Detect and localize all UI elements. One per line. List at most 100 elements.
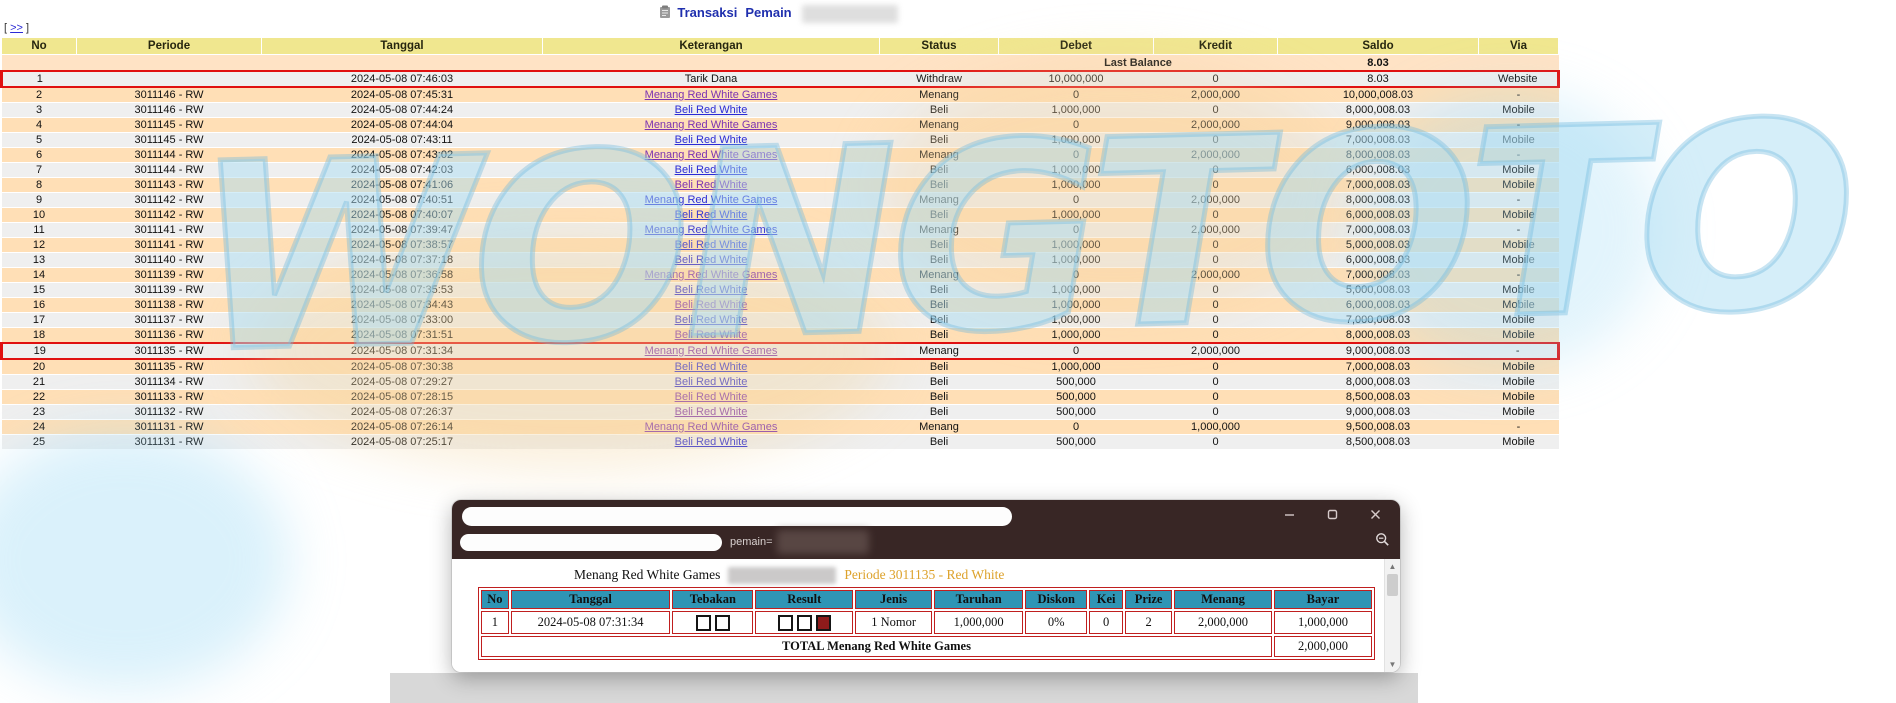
keterangan-link[interactable]: Menang Red White Games: [645, 224, 778, 236]
keterangan-link[interactable]: Beli Red White: [675, 376, 748, 388]
keterangan-link[interactable]: Beli Red White: [675, 299, 748, 311]
nav-link-pemain[interactable]: Pemain: [745, 5, 791, 20]
cell-via: -: [1479, 268, 1559, 283]
keterangan-link[interactable]: Beli Red White: [675, 361, 748, 373]
popup-scrollbar[interactable]: ▲ ▼: [1384, 559, 1400, 672]
cell-debet: 1,000,000: [999, 208, 1154, 223]
keterangan-link[interactable]: Beli Red White: [675, 239, 748, 251]
table-header-row: NoPeriodeTanggalKeteranganStatusDebetKre…: [2, 38, 1559, 55]
keterangan-link[interactable]: Beli Red White: [675, 179, 748, 191]
cell-via: -: [1479, 193, 1559, 208]
cell-keterangan: Beli Red White: [543, 133, 880, 148]
keterangan-link[interactable]: Menang Red White Games: [645, 194, 778, 206]
table-row: 53011145 - RW2024-05-08 07:43:11Beli Red…: [2, 133, 1559, 148]
cell-keterangan: Menang Red White Games: [543, 223, 880, 238]
redacted-browser-tab[interactable]: [462, 507, 1012, 526]
table-row: 163011138 - RW2024-05-08 07:34:43Beli Re…: [2, 298, 1559, 313]
cell-status: Beli: [880, 375, 999, 390]
popup-detail-title: Menang Red White GamesPeriode 3011135 - …: [452, 559, 1400, 584]
keterangan-link[interactable]: Beli Red White: [675, 164, 748, 176]
keterangan-link[interactable]: Beli Red White: [675, 284, 748, 296]
cell-tanggal: 2024-05-08 07:39:47: [262, 223, 543, 238]
cell-keterangan: Menang Red White Games: [543, 87, 880, 103]
cell-keterangan: Menang Red White Games: [543, 148, 880, 163]
cell-status: Beli: [880, 359, 999, 375]
cell-keterangan: Beli Red White: [543, 359, 880, 375]
keterangan-link[interactable]: Menang Red White Games: [645, 119, 778, 131]
cell-kredit: 0: [1154, 133, 1278, 148]
keterangan-link[interactable]: Menang Red White Games: [645, 269, 778, 281]
maximize-button[interactable]: [1326, 508, 1339, 521]
column-header-keterangan: Keterangan: [543, 38, 880, 55]
table-row: 233011132 - RW2024-05-08 07:26:37Beli Re…: [2, 405, 1559, 420]
keterangan-link[interactable]: Beli Red White: [675, 391, 748, 403]
redacted-url-bar[interactable]: [460, 534, 722, 551]
cell-keterangan: Beli Red White: [543, 405, 880, 420]
cell-saldo: 10,000,008.03: [1278, 87, 1479, 103]
cell-keterangan: Menang Red White Games: [543, 118, 880, 133]
bet-total-value: 2,000,000: [1274, 636, 1372, 657]
scrollbar-thumb[interactable]: [1387, 574, 1398, 596]
table-row: 223011133 - RW2024-05-08 07:28:15Beli Re…: [2, 390, 1559, 405]
cell-keterangan: Beli Red White: [543, 208, 880, 223]
cell-kredit: 1,000,000: [1154, 420, 1278, 435]
cell-periode: 3011131 - RW: [77, 435, 262, 450]
cell-status: Menang: [880, 268, 999, 283]
cell-periode: 3011146 - RW: [77, 103, 262, 118]
popup-game-title: Menang Red White Games: [574, 567, 720, 582]
bet-total-label: TOTAL Menang Red White Games: [481, 636, 1272, 657]
white-ball-box: [715, 615, 730, 631]
redacted-player-name: [802, 5, 898, 23]
table-row-highlighted: 12024-05-08 07:46:03Tarik DanaWithdraw10…: [2, 71, 1559, 87]
cell-periode: 3011142 - RW: [77, 193, 262, 208]
keterangan-link[interactable]: Menang Red White Games: [645, 149, 778, 161]
bet-column-header-taruhan: Taruhan: [934, 590, 1023, 609]
table-row: 183011136 - RW2024-05-08 07:31:51Beli Re…: [2, 328, 1559, 344]
cell-status: Beli: [880, 238, 999, 253]
keterangan-link[interactable]: Menang Red White Games: [645, 89, 778, 101]
zoom-search-icon[interactable]: [1375, 532, 1390, 552]
keterangan-link[interactable]: Beli Red White: [675, 134, 748, 146]
table-row: 83011143 - RW2024-05-08 07:41:06Beli Red…: [2, 178, 1559, 193]
keterangan-link[interactable]: Beli Red White: [675, 314, 748, 326]
popup-titlebar: pemain=: [452, 500, 1400, 559]
close-button[interactable]: [1369, 508, 1382, 521]
cell-periode: 3011146 - RW: [77, 87, 262, 103]
pager-next-link[interactable]: [ >> ]: [4, 22, 29, 34]
cell-kredit: 2,000,000: [1154, 223, 1278, 238]
cell-status: Beli: [880, 283, 999, 298]
cell-debet: 10,000,000: [999, 71, 1154, 87]
keterangan-link[interactable]: Menang Red White Games: [645, 345, 778, 357]
cell-debet: 1,000,000: [999, 283, 1154, 298]
keterangan-link[interactable]: Beli Red White: [675, 329, 748, 341]
cell-periode: 3011145 - RW: [77, 118, 262, 133]
cell-saldo: 5,000,008.03: [1278, 238, 1479, 253]
scroll-up-arrow[interactable]: ▲: [1385, 560, 1400, 573]
scroll-down-arrow[interactable]: ▼: [1385, 658, 1400, 671]
white-ball-box: [778, 615, 793, 631]
cell-tanggal: 2024-05-08 07:43:02: [262, 148, 543, 163]
cell-via: -: [1479, 343, 1559, 359]
keterangan-link[interactable]: Beli Red White: [675, 436, 748, 448]
cell-periode: 3011135 - RW: [77, 343, 262, 359]
bet-column-header-kei: Kei: [1089, 590, 1123, 609]
cell-debet: 0: [999, 87, 1154, 103]
table-row: 143011139 - RW2024-05-08 07:36:58Menang …: [2, 268, 1559, 283]
column-header-no: No: [2, 38, 77, 55]
cell-via: Mobile: [1479, 328, 1559, 344]
keterangan-link[interactable]: Beli Red White: [675, 406, 748, 418]
cell-debet: 0: [999, 420, 1154, 435]
white-ball-box: [696, 615, 711, 631]
cell-no: 4: [2, 118, 77, 133]
cell-kredit: 2,000,000: [1154, 193, 1278, 208]
keterangan-link[interactable]: Menang Red White Games: [645, 421, 778, 433]
keterangan-link[interactable]: Beli Red White: [675, 209, 748, 221]
cell-no: 10: [2, 208, 77, 223]
minimize-button[interactable]: [1283, 508, 1296, 521]
nav-link-transaksi[interactable]: Transaksi: [677, 5, 737, 20]
keterangan-link[interactable]: Beli Red White: [675, 104, 748, 116]
cell-keterangan: Beli Red White: [543, 375, 880, 390]
url-param-label: pemain=: [730, 536, 773, 548]
keterangan-link[interactable]: Beli Red White: [675, 254, 748, 266]
bet-column-header-diskon: Diskon: [1025, 590, 1087, 609]
